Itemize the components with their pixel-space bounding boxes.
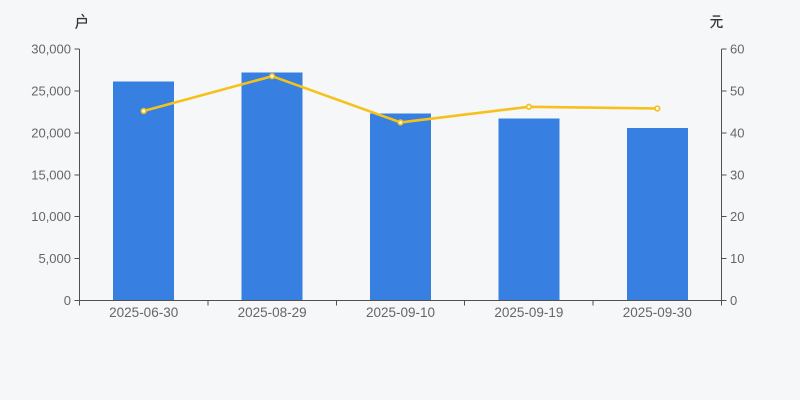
right-axis-tick-label: 0 xyxy=(730,293,737,308)
bar-2025-09-10[interactable] xyxy=(370,113,431,301)
left-axis-unit-label xyxy=(75,13,88,29)
left-axis-tick-label: 30,000 xyxy=(31,42,71,57)
bar-2025-09-30[interactable] xyxy=(626,127,688,301)
x-axis-label: 2025-08-29 xyxy=(238,305,307,320)
left-axis-tick-label: 25,000 xyxy=(31,83,71,98)
x-axis-label: 2025-09-10 xyxy=(366,305,435,320)
bar-2025-09-19[interactable] xyxy=(498,118,560,301)
line-point-2025-09-10[interactable] xyxy=(397,119,404,126)
line-point-2025-09-19[interactable] xyxy=(525,103,533,110)
x-axis-label: 2025-09-30 xyxy=(623,305,692,320)
left-axis-tick-label: 5,000 xyxy=(38,251,71,266)
left-axis-tick-label: 15,000 xyxy=(31,167,71,182)
left-axis-tick-label: 10,000 xyxy=(31,209,71,224)
line-point-2025-08-29[interactable] xyxy=(268,73,276,80)
left-axis-tick-label: 0 xyxy=(64,293,71,308)
right-axis-tick-label: 40 xyxy=(730,125,744,140)
x-axis-label: 2025-09-19 xyxy=(494,305,563,320)
bar-2025-06-30[interactable] xyxy=(113,81,175,301)
line-point-2025-06-30[interactable] xyxy=(140,107,147,115)
right-axis-unit-label xyxy=(710,15,723,29)
line-point-2025-09-30[interactable] xyxy=(654,105,661,112)
bar-2025-08-29[interactable] xyxy=(241,72,303,301)
left-axis-tick-label: 20,000 xyxy=(31,125,71,140)
right-axis-tick-label: 10 xyxy=(730,251,744,266)
right-axis-tick-label: 20 xyxy=(730,209,744,224)
x-axis-label: 2025-06-30 xyxy=(109,305,178,320)
right-axis-tick-label: 30 xyxy=(730,167,744,182)
right-axis-tick-label: 50 xyxy=(730,83,744,98)
right-axis-tick-label: 60 xyxy=(730,42,744,57)
